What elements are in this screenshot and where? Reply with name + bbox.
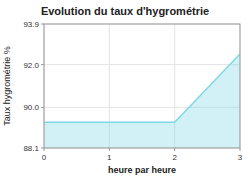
x-tick: [109, 148, 110, 151]
y-tick-label: 88.1: [23, 144, 39, 153]
grid: [44, 24, 240, 148]
x-tick-label: 0: [42, 153, 47, 162]
chart-svg: 88.1 90.0 92.0 93.9 0 1 2 3 heure par heure Taux …: [0, 0, 250, 188]
grid-line-y: [44, 64, 240, 65]
area: [44, 54, 240, 148]
chart-container: 88.1 90.0 92.0 93.9 0 1 2 3 heure par heure Taux …: [0, 0, 250, 188]
x-axis: 0 1 2 3: [42, 148, 243, 162]
y-tick: [41, 64, 44, 65]
y-tick: [41, 107, 44, 108]
y-tick: [41, 24, 44, 25]
x-tick: [44, 148, 45, 151]
y-tick-label: 90.0: [23, 103, 39, 112]
x-tick-label: 3: [238, 153, 243, 162]
x-tick-label: 1: [107, 153, 112, 162]
y-tick-label: 93.9: [23, 20, 39, 29]
y-axis: 88.1 90.0 92.0 93.9: [23, 20, 44, 153]
x-tick-label: 2: [172, 153, 177, 162]
title: Evolution du taux d'hygrométrie: [41, 5, 209, 17]
x-axis-label: heure par heure: [108, 165, 176, 175]
x-tick: [174, 148, 175, 151]
y-tick-label: 92.0: [23, 61, 39, 70]
plot-frame: [44, 24, 240, 148]
x-tick: [240, 148, 241, 151]
plot-area: [44, 54, 240, 148]
y-axis-label: Taux hygrométrie %: [2, 46, 12, 126]
line: [44, 54, 240, 122]
